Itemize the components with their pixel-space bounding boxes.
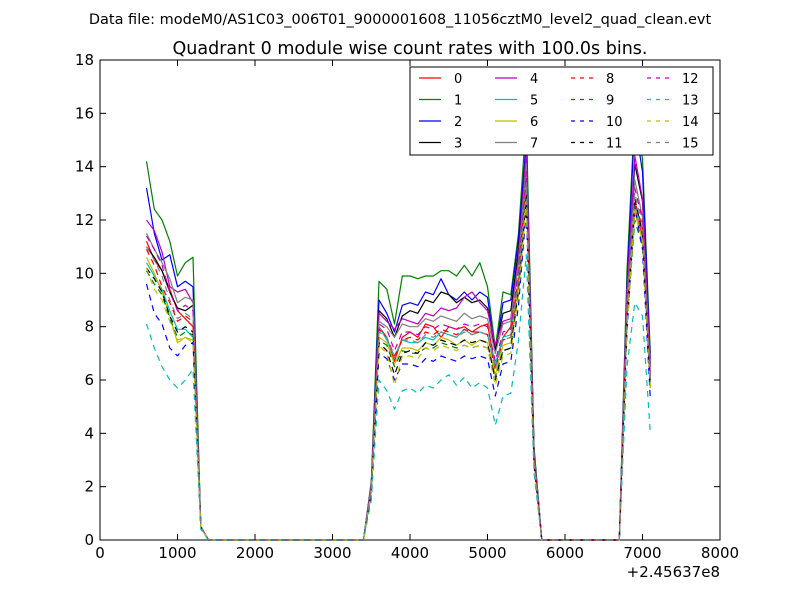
y-tick-label: 18 [75, 51, 94, 69]
y-tick-label: 10 [75, 264, 94, 282]
x-tick-label: 8000 [701, 544, 739, 562]
legend-frame [409, 66, 714, 156]
y-tick-label: 0 [84, 531, 94, 549]
legend-label-7: 7 [530, 137, 538, 152]
series-line-11 [146, 195, 651, 541]
series-line-13 [145, 254, 651, 541]
x-tick-label: 7000 [623, 544, 661, 562]
y-tick-label: 2 [84, 478, 94, 496]
legend-label-12: 12 [682, 72, 699, 87]
legend-label-13: 13 [682, 94, 699, 109]
legend-label-9: 9 [606, 94, 614, 109]
chart-title: Quadrant 0 module wise count rates with … [173, 39, 648, 59]
axis-layer: 0 1000 2000 3000 4000 5000 6000 7000 80000246810… [75, 51, 739, 562]
legend-label-14: 14 [682, 115, 699, 130]
x-tick-label: 1000 [158, 544, 196, 562]
legend-label-4: 4 [530, 72, 538, 87]
legend-label-8: 8 [606, 72, 614, 87]
x-tick-label: 3000 [313, 544, 351, 562]
legend-label-11: 11 [606, 137, 623, 152]
x-axis-offset-label: +2.45637e8 [627, 563, 720, 581]
x-tick-label: 6000 [546, 544, 584, 562]
series-line-15 [145, 182, 651, 541]
y-tick-label: 12 [75, 211, 94, 229]
series-layer [145, 110, 651, 541]
y-tick-label: 4 [84, 424, 94, 442]
x-tick-label: 2000 [236, 544, 274, 562]
x-tick-label: 4000 [391, 544, 429, 562]
legend-label-10: 10 [606, 115, 623, 130]
legend-label-6: 6 [530, 115, 538, 130]
legend-label-3: 3 [454, 137, 462, 152]
y-tick-label: 6 [84, 371, 94, 389]
y-tick-label: 16 [75, 104, 94, 122]
x-tick-label: 5000 [468, 544, 506, 562]
legend-label-5: 5 [530, 94, 538, 109]
legend-label-0: 0 [454, 72, 462, 87]
y-tick-label: 14 [75, 158, 94, 176]
y-tick-label: 8 [84, 318, 94, 336]
legend-label-2: 2 [454, 115, 462, 130]
x-tick-label: 0 [95, 544, 105, 562]
legend-label-1: 1 [454, 94, 462, 109]
legend-label-15: 15 [682, 137, 699, 152]
figure-suptitle: Data file: modeM0/AS1C03_006T01_90000016… [89, 12, 712, 28]
